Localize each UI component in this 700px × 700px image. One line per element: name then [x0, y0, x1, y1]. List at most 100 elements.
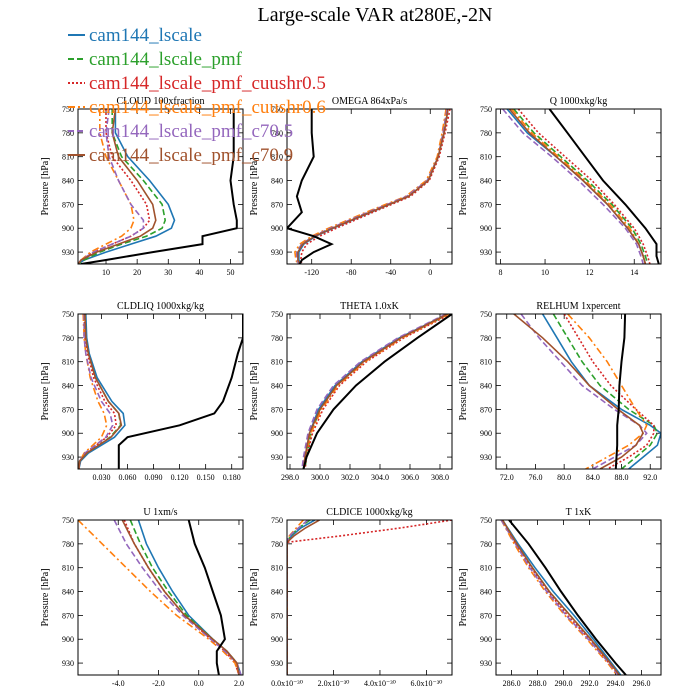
- y-tick-label: 900: [271, 429, 283, 438]
- series-line: [500, 520, 618, 675]
- y-tick-label: 750: [271, 516, 283, 525]
- x-tick-label: 308.0: [431, 473, 449, 482]
- series-line: [541, 314, 661, 469]
- y-tick-label: 840: [62, 382, 74, 391]
- x-tick-label: 0.0: [194, 679, 204, 688]
- series-line: [123, 520, 240, 675]
- y-tick-label: 750: [62, 105, 74, 114]
- plot-area: [78, 520, 242, 675]
- y-tick-label: 780: [271, 540, 283, 549]
- y-tick-label: 840: [62, 177, 74, 186]
- y-axis-label: Pressure [hPa]: [40, 157, 51, 215]
- x-tick-label: 8: [498, 268, 502, 277]
- series-line: [287, 520, 304, 675]
- legend-label: cam144_lscale_pmf_c70.9: [89, 145, 293, 166]
- x-tick-label: 80.0: [557, 473, 571, 482]
- series-line: [502, 109, 644, 264]
- series-line: [78, 314, 123, 469]
- x-tick-label: 20: [133, 268, 141, 277]
- series-line: [296, 109, 448, 264]
- panel: CLOUD 100xfraction Pressure [hPa] 750 780 81…: [40, 96, 244, 277]
- x-tick-label: 286.0: [503, 679, 521, 688]
- x-tick-label: 10: [541, 268, 549, 277]
- x-tick-label: 4.0x10⁻³⁰: [364, 679, 396, 688]
- y-tick-label: 900: [271, 224, 283, 233]
- x-tick-label: 30: [164, 268, 172, 277]
- y-tick-label: 930: [62, 453, 74, 462]
- series-line: [78, 109, 167, 264]
- series-line: [298, 109, 449, 264]
- y-axis-label: Pressure [hPa]: [249, 362, 260, 420]
- plot-frame: [77, 519, 244, 676]
- x-tick-label: 292.0: [581, 679, 599, 688]
- series-line: [520, 314, 648, 469]
- y-tick-label: 840: [480, 588, 492, 597]
- x-tick-label: 76.0: [528, 473, 542, 482]
- x-tick-label: 0.150: [197, 473, 215, 482]
- x-tick-label: 14: [630, 268, 638, 277]
- y-tick-label: 900: [480, 224, 492, 233]
- series-line: [287, 520, 320, 675]
- series-line: [121, 520, 240, 675]
- y-tick-label: 870: [271, 200, 283, 209]
- x-tick-label: 302.0: [341, 473, 359, 482]
- x-tick-label: 0.060: [119, 473, 137, 482]
- panel-title: U 1xm/s: [143, 507, 177, 518]
- x-tick-label: 6.0x10⁻³⁰: [411, 679, 443, 688]
- series-line: [304, 314, 451, 469]
- y-tick-label: 780: [271, 129, 283, 138]
- x-tick-label: 290.0: [555, 679, 573, 688]
- series-line: [78, 109, 151, 264]
- y-tick-label: 750: [62, 310, 74, 319]
- x-tick-label: 84.0: [586, 473, 600, 482]
- series-line: [78, 520, 240, 675]
- series-line: [302, 314, 448, 469]
- panel: CLDICE 1000xkg/kg Pressure [hPa] 750 780 810…: [249, 507, 453, 688]
- plot-frame: [77, 108, 244, 265]
- panel-title: THETA 1.0xK: [340, 301, 399, 312]
- y-axis-label: Pressure [hPa]: [458, 362, 469, 420]
- x-tick-label: 72.0: [500, 473, 514, 482]
- obs-line: [614, 314, 627, 469]
- x-tick-label: 40: [195, 268, 203, 277]
- obs-line: [548, 109, 660, 264]
- y-tick-label: 750: [480, 310, 492, 319]
- plot-area: [78, 314, 243, 469]
- y-axis-label: Pressure [hPa]: [40, 568, 51, 626]
- plot-frame: [495, 108, 662, 265]
- x-tick-label: 298.0: [281, 473, 299, 482]
- y-tick-label: 930: [271, 248, 283, 257]
- obs-line: [287, 109, 334, 264]
- series-line: [78, 314, 114, 469]
- obs-line: [187, 520, 226, 675]
- y-tick-label: 780: [271, 334, 283, 343]
- y-tick-label: 810: [62, 358, 74, 367]
- obs-line: [80, 109, 238, 264]
- panel-title: RELHUM 1xpercent: [536, 301, 620, 312]
- y-tick-label: 840: [271, 588, 283, 597]
- y-tick-label: 900: [480, 429, 492, 438]
- plot-frame: [495, 519, 662, 676]
- plot-frame: [286, 313, 453, 470]
- y-tick-label: 810: [480, 564, 492, 573]
- y-tick-label: 870: [480, 611, 492, 620]
- series-line: [508, 109, 647, 264]
- series-line: [301, 314, 447, 469]
- y-tick-label: 900: [480, 635, 492, 644]
- series-line: [513, 314, 645, 469]
- y-tick-label: 810: [62, 153, 74, 162]
- x-tick-label: 0: [428, 268, 432, 277]
- series-line: [78, 314, 126, 469]
- panel-title: CLDICE 1000xkg/kg: [326, 507, 412, 518]
- y-tick-label: 840: [271, 382, 283, 391]
- x-tick-label: 0.0x10⁻³⁰: [271, 679, 303, 688]
- legend-label: cam144_lscale_pmf_cuushr0.6: [89, 97, 326, 118]
- series-line: [287, 520, 316, 675]
- y-tick-label: 840: [271, 177, 283, 186]
- plot-frame: [286, 108, 453, 265]
- y-tick-label: 780: [62, 540, 74, 549]
- x-tick-label: 288.0: [529, 679, 547, 688]
- legend-label: cam144_lscale_pmf_c70.5: [89, 121, 293, 142]
